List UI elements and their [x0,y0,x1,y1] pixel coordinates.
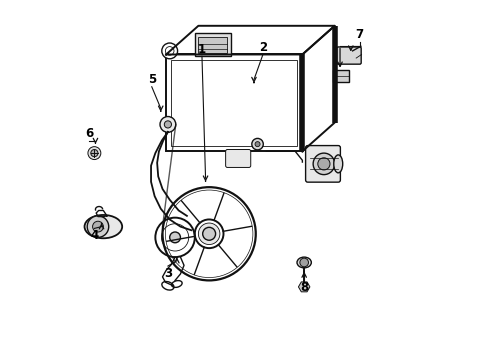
FancyBboxPatch shape [225,149,251,167]
Text: 8: 8 [300,281,308,294]
Circle shape [93,221,103,232]
Text: 6: 6 [85,127,93,140]
Circle shape [198,223,220,244]
Circle shape [300,258,309,267]
Circle shape [87,216,109,237]
Text: 3: 3 [164,267,172,280]
Text: 5: 5 [147,73,156,86]
Circle shape [252,138,263,150]
Circle shape [164,121,171,128]
Text: 2: 2 [259,41,267,54]
Text: 4: 4 [90,229,98,242]
Bar [333,70,349,82]
Circle shape [313,153,335,175]
Bar [166,54,302,151]
Circle shape [318,158,330,170]
Text: 7: 7 [356,28,364,41]
Ellipse shape [297,257,311,268]
Bar [172,60,297,146]
Circle shape [170,232,180,243]
Circle shape [160,117,176,132]
Circle shape [162,43,177,59]
FancyBboxPatch shape [306,145,341,182]
Circle shape [255,141,260,147]
Ellipse shape [334,155,343,173]
Circle shape [88,147,101,159]
Circle shape [91,149,98,157]
Text: 1: 1 [198,42,206,55]
Bar [198,37,227,53]
Circle shape [203,227,216,240]
Ellipse shape [84,215,122,238]
Bar [195,33,231,56]
FancyBboxPatch shape [337,47,361,64]
